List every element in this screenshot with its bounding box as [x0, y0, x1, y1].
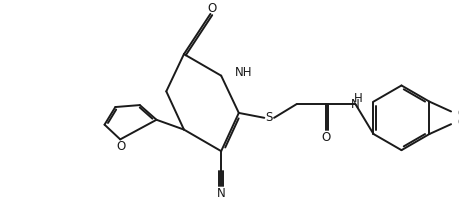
- Text: N: N: [351, 98, 360, 111]
- Text: N: N: [217, 187, 225, 200]
- Text: S: S: [265, 111, 273, 124]
- Text: O: O: [117, 140, 126, 153]
- Text: O: O: [208, 2, 217, 15]
- Text: Cl: Cl: [457, 116, 459, 129]
- Text: H: H: [354, 92, 363, 105]
- Text: CH₃: CH₃: [457, 107, 459, 120]
- Text: NH: NH: [235, 66, 252, 79]
- Text: O: O: [321, 131, 330, 144]
